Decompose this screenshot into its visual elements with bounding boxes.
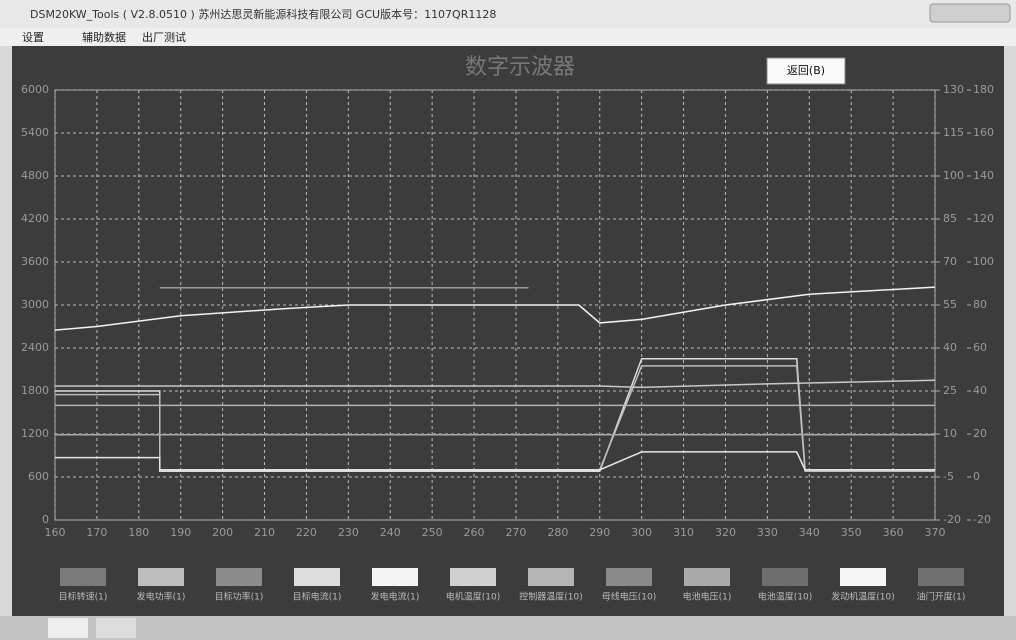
y-tick-label: 1800 (21, 384, 49, 397)
x-tick-label: 280 (547, 526, 568, 539)
y2-tick-label: 10 (943, 427, 957, 440)
x-tick-label: 300 (631, 526, 652, 539)
y-tick-label: 600 (28, 470, 49, 483)
y3-tick-label: 180 (973, 83, 994, 96)
menu-item[interactable]: 出厂测试 (142, 30, 186, 44)
legend-label[interactable]: 目标电流(1) (293, 591, 342, 603)
x-tick-label: 290 (589, 526, 610, 539)
y-tick-label: 0 (42, 513, 49, 526)
x-tick-label: 230 (338, 526, 359, 539)
y-tick-label: 3000 (21, 298, 49, 311)
y-tick-label: 6000 (21, 83, 49, 96)
legend-swatch[interactable] (684, 568, 730, 586)
legend-swatch[interactable] (918, 568, 964, 586)
menu-item[interactable]: 设置 (22, 31, 44, 44)
y3-tick-label: 120 (973, 212, 994, 225)
taskbar (0, 616, 1016, 640)
taskbar-app[interactable] (48, 618, 88, 638)
y3-tick-label: 20 (973, 427, 987, 440)
y2-tick-label: 25 (943, 384, 957, 397)
taskbar-app[interactable] (96, 618, 136, 638)
y2-tick-label: 85 (943, 212, 957, 225)
x-tick-label: 370 (925, 526, 946, 539)
legend-label[interactable]: 发电功率(1) (137, 591, 186, 603)
y-tick-label: 4200 (21, 212, 49, 225)
y2-tick-label: 40 (943, 341, 957, 354)
legend-swatch[interactable] (216, 568, 262, 586)
chart-title: 数字示波器 (465, 55, 575, 80)
y2-tick-label: 100 (943, 169, 964, 182)
y-tick-label: 5400 (21, 126, 49, 139)
y-tick-label: 1200 (21, 427, 49, 440)
y2-tick-label: 115 (943, 126, 964, 139)
back-button-label[interactable]: 返回(B) (787, 64, 825, 77)
x-tick-label: 270 (505, 526, 526, 539)
x-tick-label: 260 (464, 526, 485, 539)
x-tick-label: 200 (212, 526, 233, 539)
y3-tick-label: 0 (973, 470, 980, 483)
legend-swatch[interactable] (60, 568, 106, 586)
y2-tick-label: -5 (943, 470, 954, 483)
app-window: DSM20KW_Tools ( V2.8.0510 ) 苏州达思灵新能源科技有限… (0, 0, 1016, 640)
window-title: DSM20KW_Tools ( V2.8.0510 ) 苏州达思灵新能源科技有限… (30, 7, 496, 21)
x-tick-label: 310 (673, 526, 694, 539)
y3-tick-label: 40 (973, 384, 987, 397)
x-tick-label: 160 (45, 526, 66, 539)
legend-swatch[interactable] (840, 568, 886, 586)
window-controls[interactable] (930, 4, 1010, 22)
y-tick-label: 2400 (21, 341, 49, 354)
x-tick-label: 340 (799, 526, 820, 539)
legend-swatch[interactable] (528, 568, 574, 586)
x-tick-label: 210 (254, 526, 275, 539)
y2-tick-label: 55 (943, 298, 957, 311)
x-tick-label: 250 (422, 526, 443, 539)
legend-label[interactable]: 控制器温度(10) (519, 591, 582, 603)
y2-tick-label: 70 (943, 255, 957, 268)
legend-swatch[interactable] (138, 568, 184, 586)
x-tick-label: 320 (715, 526, 736, 539)
y3-tick-label: 100 (973, 255, 994, 268)
y-tick-label: 3600 (21, 255, 49, 268)
legend-label[interactable]: 目标功率(1) (215, 591, 264, 603)
legend-label[interactable]: 发电电流(1) (371, 591, 420, 603)
x-tick-label: 180 (128, 526, 149, 539)
legend-label[interactable]: 电池电压(1) (683, 591, 732, 603)
y3-tick-label: -20 (973, 513, 991, 526)
legend-swatch[interactable] (372, 568, 418, 586)
x-tick-label: 170 (86, 526, 107, 539)
legend-label[interactable]: 母线电压(10) (602, 591, 656, 603)
legend-swatch[interactable] (450, 568, 496, 586)
legend-label[interactable]: 电机温度(10) (446, 591, 500, 603)
legend-swatch[interactable] (606, 568, 652, 586)
legend-label[interactable]: 油门开度(1) (917, 591, 966, 603)
x-tick-label: 220 (296, 526, 317, 539)
y2-tick-label: -20 (943, 513, 961, 526)
y3-tick-label: 140 (973, 169, 994, 182)
x-tick-label: 240 (380, 526, 401, 539)
y-tick-label: 4800 (21, 169, 49, 182)
y3-tick-label: 60 (973, 341, 987, 354)
x-tick-label: 350 (841, 526, 862, 539)
menu-item[interactable]: 辅助数据 (82, 30, 126, 44)
x-tick-label: 330 (757, 526, 778, 539)
x-tick-label: 360 (883, 526, 904, 539)
y2-tick-label: 130 (943, 83, 964, 96)
y3-tick-label: 160 (973, 126, 994, 139)
legend-label[interactable]: 目标转速(1) (59, 591, 108, 603)
legend-swatch[interactable] (294, 568, 340, 586)
y3-tick-label: 80 (973, 298, 987, 311)
x-tick-label: 190 (170, 526, 191, 539)
legend-swatch[interactable] (762, 568, 808, 586)
legend-label[interactable]: 发动机温度(10) (831, 591, 894, 603)
legend-label[interactable]: 电池温度(10) (758, 591, 812, 603)
